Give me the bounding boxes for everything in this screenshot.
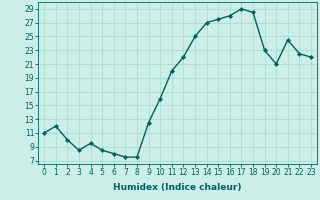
- X-axis label: Humidex (Indice chaleur): Humidex (Indice chaleur): [113, 183, 242, 192]
